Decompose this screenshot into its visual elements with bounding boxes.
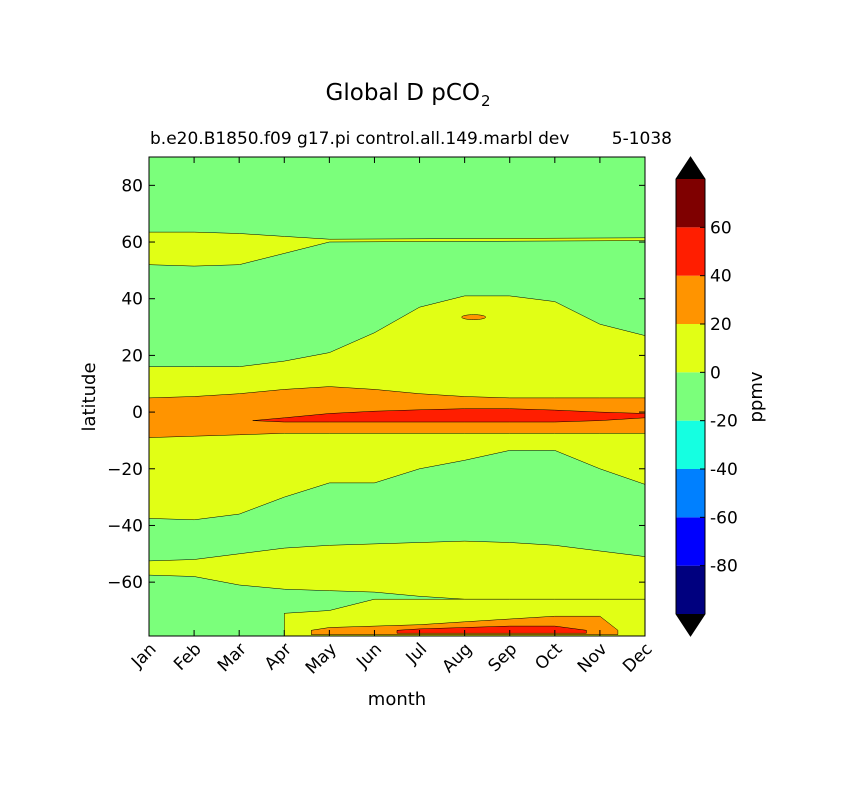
colorbar-segment — [676, 179, 705, 228]
x-tick-label: Jul — [402, 639, 431, 668]
y-tick-label: 0 — [132, 403, 143, 423]
x-tick-label: May — [302, 639, 341, 678]
y-tick-label: 40 — [121, 290, 143, 310]
region-small-patch-33N — [461, 314, 486, 320]
colorbar-tick-label: 40 — [710, 267, 732, 287]
colorbar-segment — [676, 227, 705, 276]
colorbar-tick-label: 0 — [710, 363, 721, 383]
plot-frame — [148, 156, 646, 637]
plot-border — [148, 156, 646, 637]
x-axis-label: month — [368, 689, 426, 710]
y-tick-label: −60 — [107, 573, 143, 593]
colorbar-tick-label: -60 — [710, 508, 738, 528]
x-tick-label: Feb — [170, 639, 205, 674]
colorbar-segment — [676, 517, 705, 566]
x-tick-label: Aug — [439, 639, 477, 677]
colorbar-tick-label: -40 — [710, 460, 738, 480]
colorbar-segment — [676, 372, 705, 421]
colorbar-segment — [676, 565, 705, 614]
y-tick-label: 80 — [121, 176, 143, 196]
chart-subtitle-left: b.e20.B1850.f09 g17.pi control.all.149.m… — [150, 129, 569, 149]
colorbar-segment — [676, 275, 705, 324]
x-tick-label: Apr — [261, 639, 296, 674]
y-tick-label: −20 — [107, 460, 143, 480]
y-tick-label: 20 — [121, 346, 143, 366]
colorbar-tick-label: 60 — [710, 218, 732, 238]
x-tick-label: Sep — [484, 639, 521, 676]
y-axis: 80 60 40 20 0 −20 −40 −60 — [107, 176, 645, 593]
colorbar-over-arrow — [676, 157, 705, 179]
colorbar-label: ppmv — [746, 371, 767, 422]
chart-title: Global D pCO — [326, 80, 480, 106]
x-tick-label: Dec — [619, 639, 656, 676]
contour-regions — [148, 157, 646, 637]
colorbar: 60 40 20 0 -20 -40 -60 -80 — [675, 156, 738, 637]
colorbar-tick-label: 20 — [710, 315, 732, 335]
colorbar-tick-label: -20 — [710, 412, 738, 432]
colorbar-tick-label: -80 — [710, 557, 738, 577]
x-tick-label: Jan — [127, 639, 160, 672]
chart-title-subscript: 2 — [481, 92, 491, 110]
colorbar-segment — [676, 324, 705, 373]
colorbar-segment — [676, 420, 705, 469]
chart-subtitle-right: 5-1038 — [612, 129, 672, 149]
y-axis-label: latitude — [79, 362, 100, 431]
x-tick-label: Jun — [352, 639, 386, 673]
colorbar-outline — [675, 156, 706, 637]
x-tick-label: Oct — [531, 639, 566, 674]
colorbar-under-arrow — [676, 614, 705, 636]
x-tick-label: Nov — [574, 639, 612, 677]
x-tick-label: Mar — [214, 639, 251, 676]
colorbar-segment — [676, 469, 705, 518]
y-tick-label: −40 — [107, 516, 143, 536]
y-tick-label: 60 — [121, 233, 143, 253]
